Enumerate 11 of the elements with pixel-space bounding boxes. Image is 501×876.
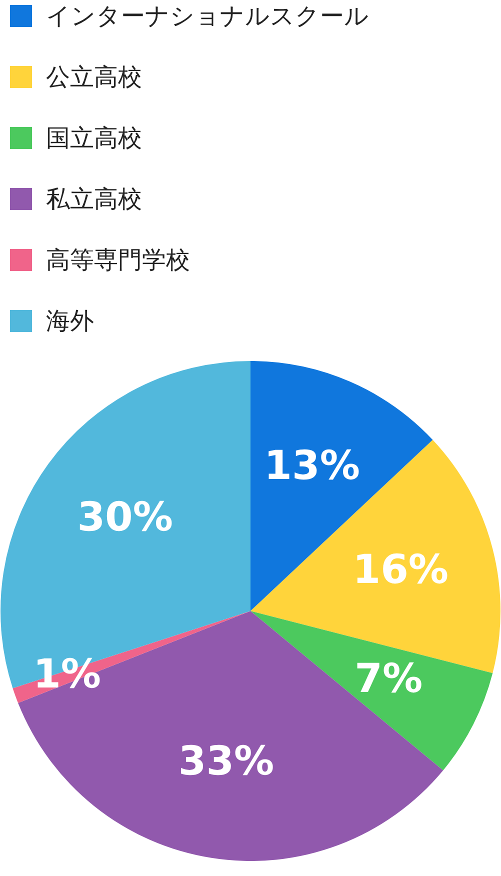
data-label: 33% — [178, 738, 274, 784]
legend-label: 高等専門学校 — [46, 244, 190, 276]
legend-label: 海外 — [46, 306, 94, 336]
data-label: 30% — [77, 494, 173, 540]
legend-label: 公立高校 — [46, 62, 142, 92]
data-label: 16% — [352, 546, 449, 593]
data-label: 13% — [264, 443, 360, 490]
data-label: 7% — [354, 656, 423, 702]
legend-label: 国立高校 — [46, 122, 142, 154]
legend-label: 私立高校 — [46, 184, 142, 214]
legend-label: インターナショナルスクール — [46, 0, 369, 32]
